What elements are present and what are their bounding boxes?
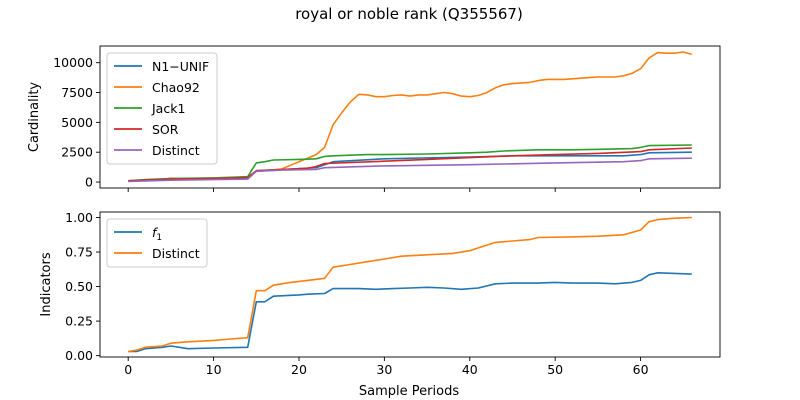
legend-label: SOR [152, 122, 179, 137]
x-tick-label: 0 [124, 362, 132, 377]
series-line-2 [128, 51, 693, 182]
axes-frame [99, 45, 721, 189]
x-axis-label: Sample Periods [359, 384, 459, 399]
legend-label: Distinct [152, 246, 200, 261]
y-tick-label: 1.00 [65, 210, 93, 225]
y-tick-label: 0.50 [65, 279, 93, 294]
y-tick-label: 0.75 [65, 245, 93, 260]
series-line-5 [128, 157, 692, 183]
x-tick-label: 40 [462, 362, 478, 377]
legend-label: Distinct [152, 143, 200, 158]
y-tick-label: 5000 [61, 115, 93, 130]
y-tick-label: 7500 [61, 85, 93, 100]
y-tick-label: 0.25 [65, 314, 93, 329]
y-axis-label: Cardinality [27, 82, 42, 153]
y-tick-label: 0.00 [65, 348, 93, 363]
series-line-2 [128, 216, 692, 353]
legend-label: Jack1 [151, 101, 185, 116]
y-axis-label: Indicators [39, 252, 54, 316]
legend-label: N1−UNIF [152, 59, 209, 74]
x-tick-label: 30 [376, 362, 392, 377]
axes-frame [99, 211, 721, 358]
y-tick-label: 2500 [61, 145, 93, 160]
chart-panel-1: 0 2500 5000 7500 10000 Cardinality N1−UNIF Chao… [27, 45, 721, 192]
series-line-4 [128, 147, 692, 182]
legend-box [106, 218, 208, 268]
x-tick-label: 10 [206, 362, 222, 377]
figure-title: royal or noble rank (Q355567) [295, 5, 523, 23]
x-tick-label: 60 [633, 362, 649, 377]
legend-label: Chao92 [152, 80, 200, 95]
x-tick-label: 20 [291, 362, 307, 377]
chart-panel-2: 0 10 20 30 40 50 60 0.00 0.25 0.50 0.75 1.00 Indicat… [39, 210, 721, 377]
legend-label: f1 [152, 225, 162, 243]
legend-box [106, 52, 218, 165]
y-tick-label: 10000 [53, 55, 93, 70]
y-tick-label: 0 [85, 175, 93, 190]
x-tick-label: 50 [547, 362, 563, 377]
series-line-1 [128, 272, 692, 353]
